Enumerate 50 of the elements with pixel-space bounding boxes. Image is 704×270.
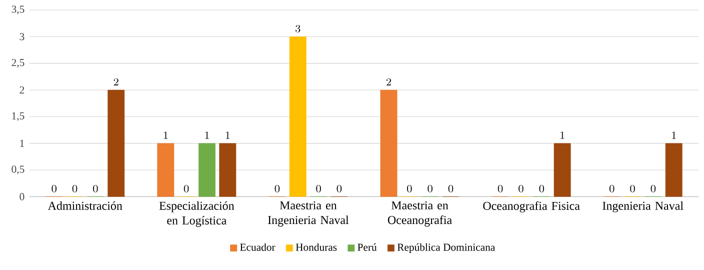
data-label: 1 bbox=[164, 132, 168, 139]
y-tick-label: 1,5 bbox=[12, 112, 24, 121]
bar bbox=[108, 90, 125, 197]
data-label: 2 bbox=[386, 78, 392, 86]
bar bbox=[665, 143, 682, 197]
bar bbox=[198, 143, 216, 197]
data-label: 0 bbox=[650, 184, 656, 192]
data-label: 1 bbox=[560, 132, 564, 139]
data-label: 2 bbox=[114, 78, 118, 86]
y-tick-label: 0 bbox=[20, 193, 24, 200]
x-tick-label: Ingenieria Naval bbox=[602, 201, 684, 212]
data-label: 0 bbox=[93, 184, 98, 192]
data-label: 1 bbox=[205, 132, 209, 139]
bar bbox=[554, 143, 571, 197]
x-tick-label: Oceanografia Fisica bbox=[483, 201, 580, 212]
data-label: 0 bbox=[407, 184, 412, 192]
y-tick-label: 2,5 bbox=[12, 58, 24, 68]
x-tick-label: Maestria en Oceanografia bbox=[388, 201, 452, 227]
y-tick-label: 2 bbox=[20, 86, 24, 94]
data-label: 0 bbox=[52, 184, 56, 192]
data-label: 0 bbox=[428, 184, 432, 192]
data-label: 0 bbox=[498, 184, 503, 192]
legend-label: Ecuador bbox=[240, 243, 276, 251]
y-tick-label: 1 bbox=[20, 140, 24, 147]
data-label: 0 bbox=[72, 184, 78, 192]
bar bbox=[219, 143, 236, 197]
data-label: 0 bbox=[609, 184, 614, 192]
y-tick-label: 3 bbox=[20, 33, 24, 40]
x-tick-label: Maestria en Ingenieria Naval bbox=[268, 201, 349, 227]
data-label: 0 bbox=[630, 184, 635, 192]
legend-label: Honduras bbox=[296, 243, 337, 251]
data-label: 0 bbox=[518, 184, 524, 192]
data-label: 0 bbox=[184, 184, 189, 192]
data-label: 0 bbox=[539, 184, 544, 192]
y-tick-label: 3,5 bbox=[12, 6, 24, 14]
data-label: 3 bbox=[296, 24, 300, 32]
legend-label: Perú bbox=[358, 243, 377, 251]
bar bbox=[289, 36, 306, 197]
data-label: 1 bbox=[226, 132, 230, 139]
data-label: 0 bbox=[336, 184, 342, 192]
data-label: 0 bbox=[316, 184, 321, 192]
data-label: 1 bbox=[672, 132, 676, 139]
x-tick-label: Especialización en Logística bbox=[159, 201, 234, 227]
data-label: 0 bbox=[274, 184, 280, 192]
bar bbox=[157, 143, 174, 197]
bar bbox=[380, 90, 398, 197]
legend-label: República Dominicana bbox=[397, 243, 496, 254]
data-label: 0 bbox=[448, 184, 454, 192]
x-tick-label: Administración bbox=[48, 201, 122, 210]
y-tick-label: 0,5 bbox=[12, 166, 24, 174]
